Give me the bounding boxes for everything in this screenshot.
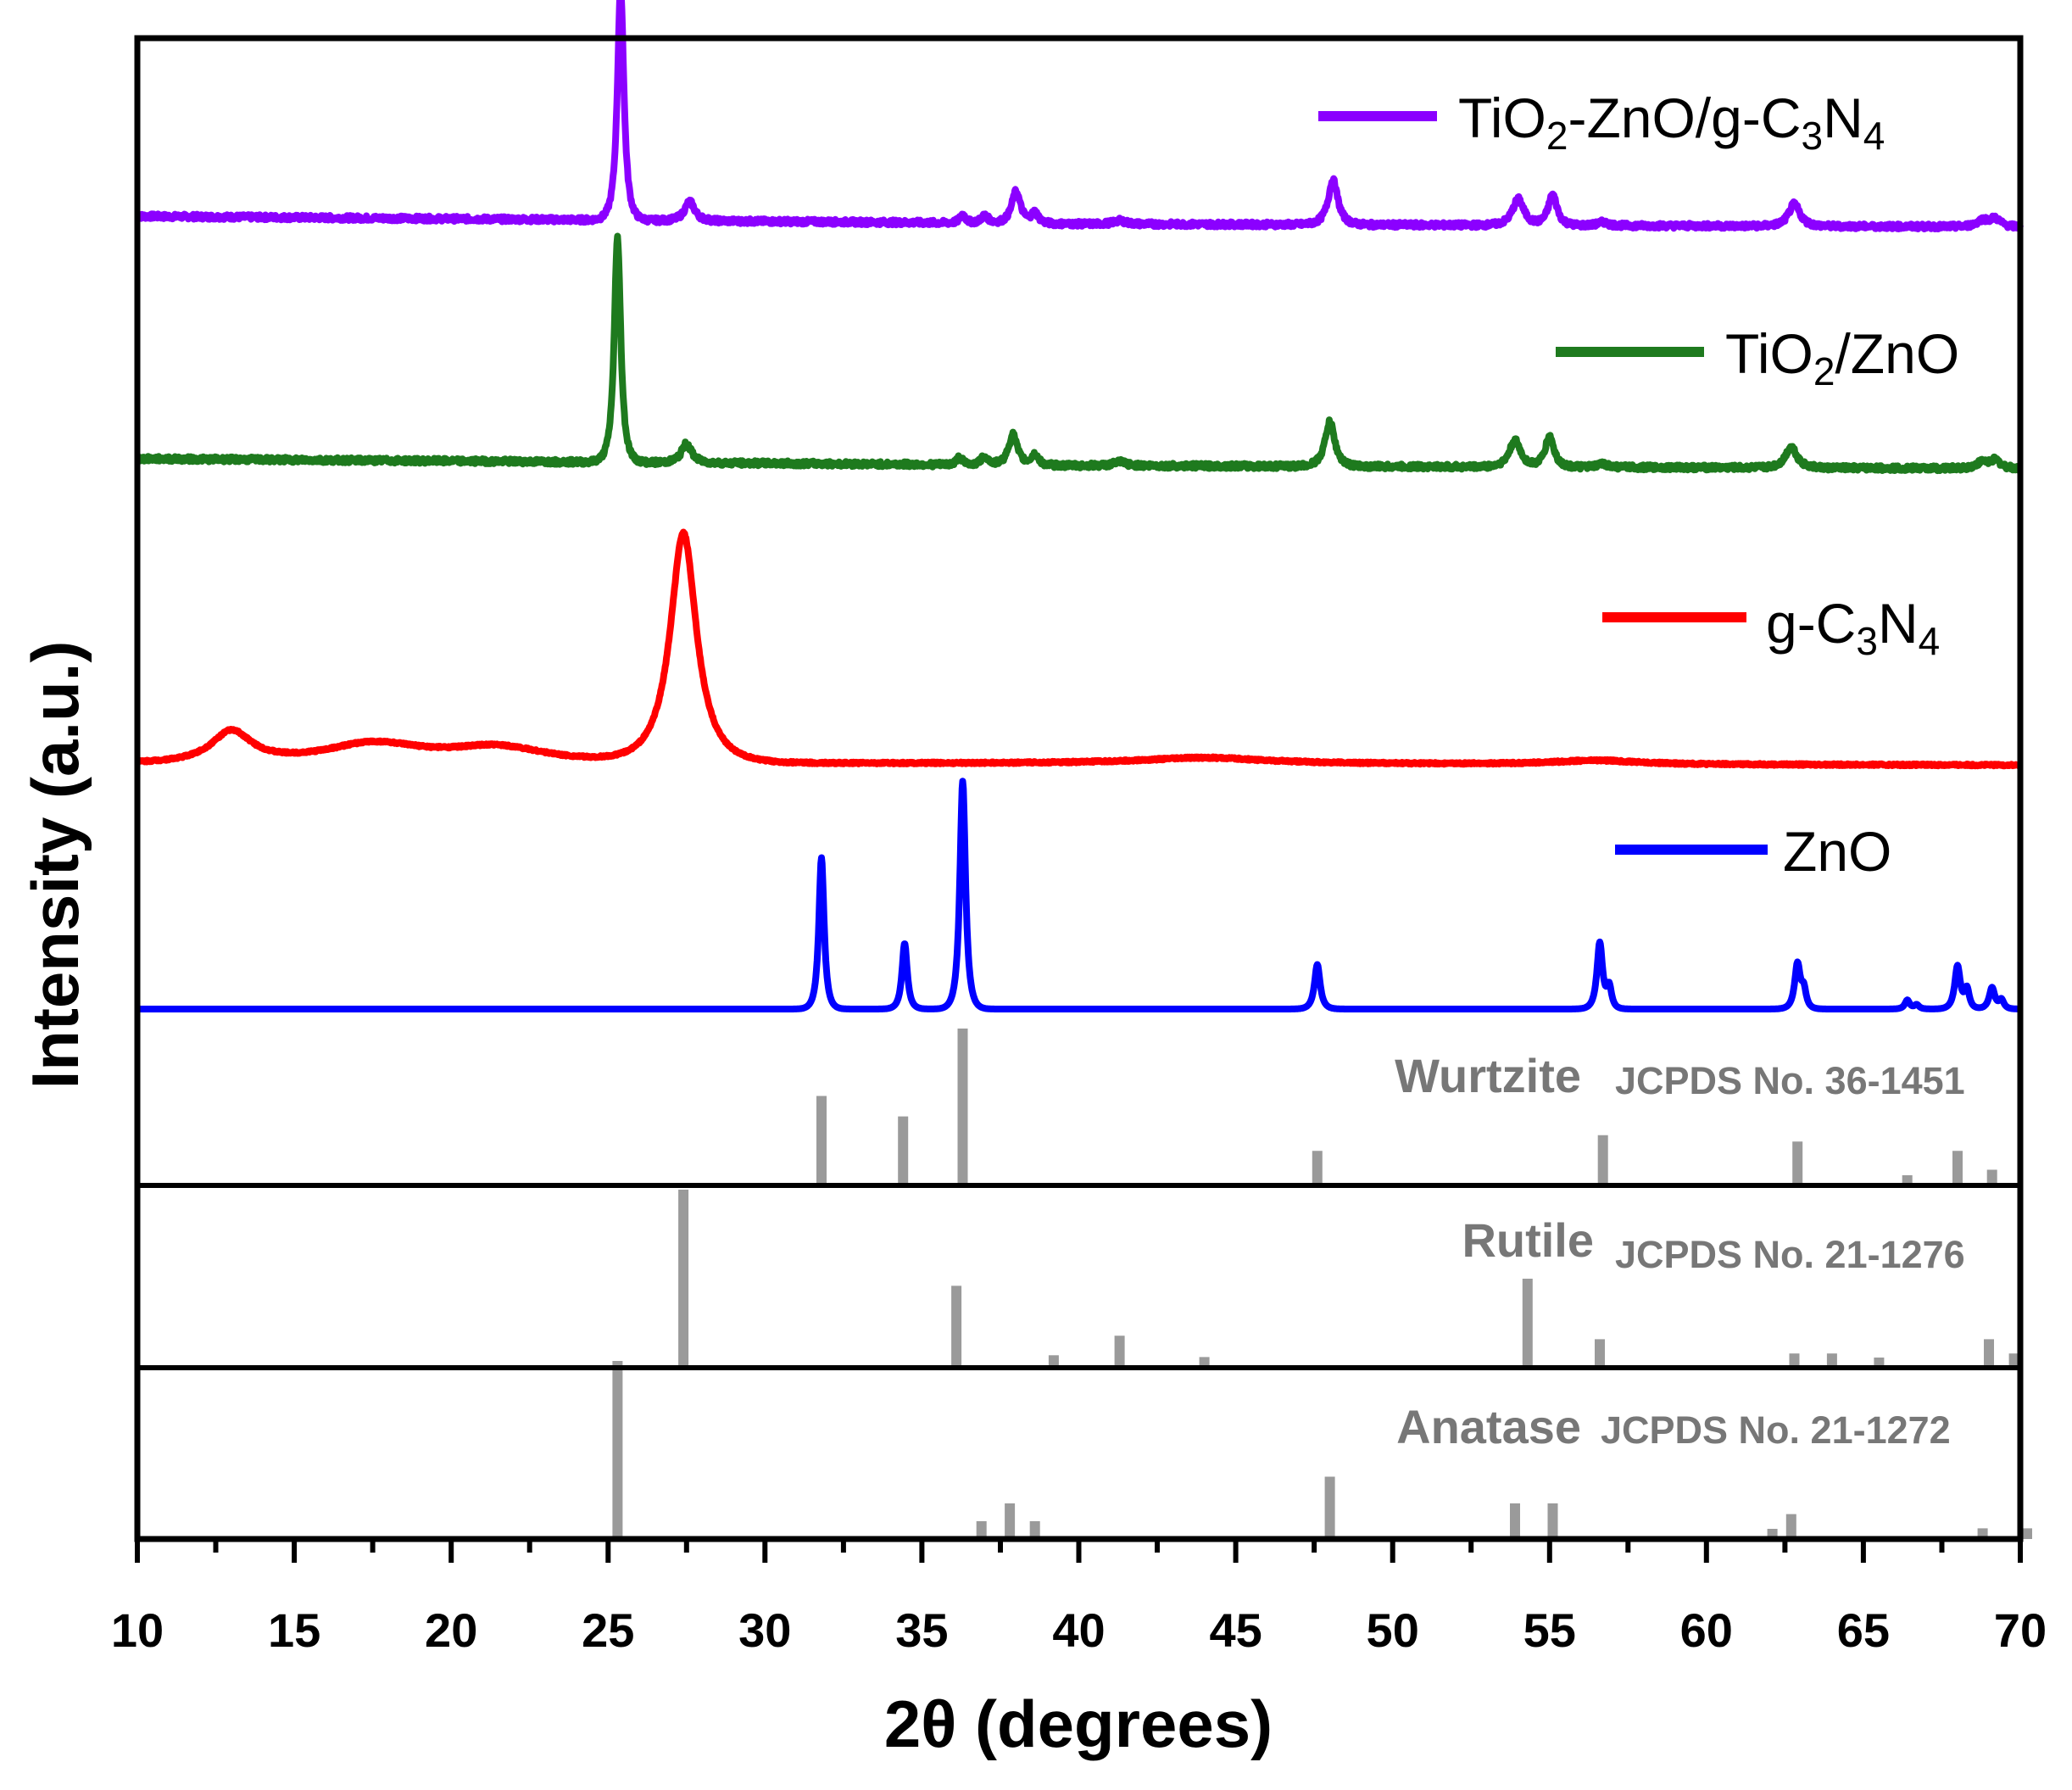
ref-card-wurtzite: JCPDS No. 36-1451	[1615, 1059, 1965, 1102]
x-tick-label-55: 55	[1523, 1603, 1576, 1657]
reference-labels: Wurtzite JCPDS No. 36-1451 Rutile JCPDS …	[1395, 1049, 1965, 1453]
x-tick-label-15: 15	[268, 1603, 320, 1657]
reference-sticks-layer	[612, 1029, 2032, 1539]
x-tick-label-50: 50	[1367, 1603, 1419, 1657]
x-tick-label-30: 30	[738, 1603, 791, 1657]
legend-label-tio2-zno-gc3n4: TiO2-ZnO/g-C3N4	[1458, 86, 1885, 158]
x-axis-title: 2θ (degrees)	[884, 1687, 1273, 1761]
y-axis-title: Intensity (a.u.)	[18, 641, 92, 1090]
ref-card-anatase: JCPDS No. 21-1272	[1601, 1408, 1951, 1452]
x-tick-label-25: 25	[582, 1603, 634, 1657]
series-line-tio2-zno	[134, 232, 2024, 475]
pattern-series-layer	[134, 0, 2024, 1012]
legend-label-tio2-zno: TiO2/ZnO	[1725, 322, 1959, 393]
legend-label-zno: ZnO	[1783, 820, 1891, 883]
legend: TiO2-ZnO/g-C3N4 TiO2/ZnO g-C3N4 ZnO	[1318, 86, 1959, 883]
ref-card-rutile: JCPDS No. 21-1276	[1615, 1233, 1965, 1276]
x-tick-label-45: 45	[1209, 1603, 1262, 1657]
x-tick-label-20: 20	[425, 1603, 477, 1657]
x-axis-ticks: 10 15 20 25 30 35 40 45 50 55 60 65 70	[111, 1539, 2047, 1657]
ref-name-wurtzite: Wurtzite	[1395, 1049, 1581, 1102]
series-line-g-c3n4	[134, 528, 2024, 770]
x-tick-label-10: 10	[111, 1603, 164, 1657]
series-line-zno	[134, 778, 2024, 1012]
x-tick-label-70: 70	[1994, 1603, 2047, 1657]
ref-name-rutile: Rutile	[1462, 1213, 1594, 1267]
x-tick-label-40: 40	[1052, 1603, 1105, 1657]
series-line-tio2-zno-g-c3n4	[134, 0, 2024, 232]
x-tick-label-35: 35	[895, 1603, 948, 1657]
legend-label-gc3n4: g-C3N4	[1766, 592, 1940, 663]
ref-name-anatase: Anatase	[1396, 1400, 1581, 1453]
x-tick-label-65: 65	[1837, 1603, 1890, 1657]
x-tick-label-60: 60	[1680, 1603, 1733, 1657]
